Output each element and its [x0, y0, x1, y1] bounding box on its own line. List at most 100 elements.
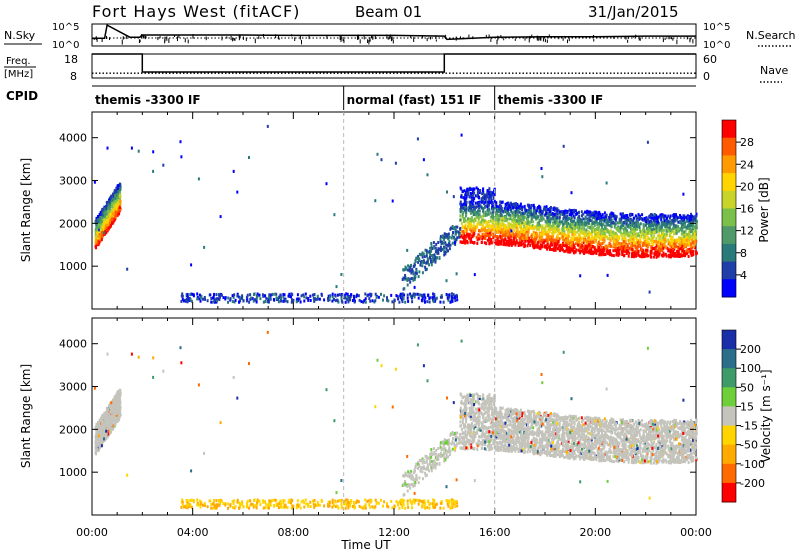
echo-cell [472, 233, 475, 237]
echo-cell [650, 255, 653, 259]
echo-cell [502, 210, 505, 213]
echo-cell [575, 248, 578, 252]
echo-cell [469, 192, 472, 195]
echo-cell [541, 216, 544, 220]
echo-cell [639, 240, 642, 244]
echo-cell [554, 226, 557, 230]
echo-cell [685, 252, 688, 256]
echo-cell [570, 213, 573, 217]
echo-cell [492, 236, 495, 239]
echo-cell [685, 225, 688, 229]
echo-cell [213, 298, 216, 302]
echo-cell [643, 217, 646, 220]
echo-cell [429, 246, 432, 250]
echo-cell [623, 233, 626, 237]
echo-cell [664, 252, 667, 256]
echo-cell [680, 220, 683, 223]
echo-cell [680, 232, 683, 236]
echo-cell [617, 251, 620, 255]
echo-cell [106, 210, 109, 214]
echo-cell [421, 264, 424, 268]
echo-cell [623, 215, 626, 219]
echo-cell [251, 297, 254, 300]
echo-cell [621, 253, 624, 256]
echo-cell [650, 224, 652, 228]
echo-cell [630, 238, 633, 242]
echo-cell [576, 237, 579, 240]
echo-cell [680, 247, 682, 251]
echo-cell [645, 253, 648, 257]
echo-cell [624, 219, 627, 223]
echo-cell [602, 216, 605, 220]
echo-cell [542, 229, 545, 233]
echo-cell [305, 296, 308, 300]
echo-cell [684, 223, 686, 227]
echo-cell [650, 249, 653, 253]
echo-cell [530, 210, 533, 214]
echo-cell [641, 244, 644, 248]
echo-cell [669, 247, 672, 251]
echo-cell [448, 235, 451, 239]
echo-cell [685, 235, 687, 239]
echo-cell [95, 239, 98, 243]
echo-cell [202, 297, 204, 301]
echo-cell [213, 293, 215, 297]
echo-cell [558, 218, 561, 222]
echo-cell [114, 200, 117, 203]
echo-cell [560, 210, 563, 214]
echo-cell [482, 196, 485, 200]
echo-cell [643, 253, 646, 257]
echo-cell [433, 294, 436, 298]
echo-cell [544, 232, 547, 236]
echo-cell [667, 214, 670, 218]
echo-cell [654, 250, 657, 254]
echo-cell [523, 236, 526, 240]
echo-cell [682, 244, 685, 248]
echo-cell [500, 219, 503, 222]
echo-cell [650, 220, 653, 224]
echo-cell [114, 194, 117, 198]
echo-cell [538, 227, 541, 231]
echo-cell [526, 238, 529, 242]
echo-cell [100, 238, 103, 242]
echo-cell [371, 299, 374, 303]
echo-cell [215, 297, 218, 301]
echo-cell [416, 292, 419, 296]
echo-cell [544, 219, 547, 223]
cpid-segment-label: themis -3300 IF [498, 93, 604, 107]
echo-cell [407, 277, 410, 280]
echo-cell [639, 245, 642, 249]
echo-cell [445, 235, 447, 239]
echo-cell [631, 235, 634, 239]
echo-cell [404, 276, 407, 280]
echo-cell [577, 243, 579, 247]
echo-cell [457, 230, 460, 234]
echo-cell [682, 223, 685, 227]
echo-cell [636, 241, 639, 244]
echo-cell [600, 253, 603, 257]
echo-cell [693, 234, 696, 238]
echo-cell [509, 206, 511, 210]
echo-cell [421, 253, 424, 257]
echo-cell [671, 229, 674, 233]
echo-cell [456, 236, 459, 240]
echo-cell [454, 299, 457, 303]
echo-cell [544, 239, 547, 243]
echo-cell [490, 196, 492, 200]
echo-cell [519, 220, 522, 224]
echo-cell [695, 221, 698, 225]
echo-cell [571, 244, 574, 248]
echo-cell [470, 229, 473, 233]
echo-cell [503, 223, 506, 227]
echo-cell [598, 246, 601, 249]
echo-cell [660, 253, 663, 257]
echo-cell [451, 241, 454, 245]
echo-cell [646, 248, 649, 252]
echo-cell [461, 189, 464, 193]
echo-cell [683, 236, 686, 240]
echo-cell [565, 248, 568, 251]
echo-cell [530, 216, 533, 220]
echo-cell [660, 216, 663, 219]
echo-cell [313, 299, 316, 303]
echo-cell [684, 231, 687, 235]
